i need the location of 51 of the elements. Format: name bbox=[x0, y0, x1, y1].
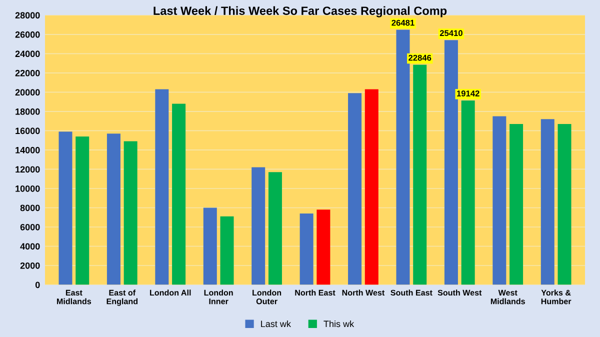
y-tick-label: 10000 bbox=[16, 185, 40, 192]
x-tick-label: London Inner bbox=[204, 290, 233, 304]
bar bbox=[540, 119, 554, 285]
bar bbox=[300, 214, 314, 285]
y-tick-label: 20000 bbox=[15, 89, 40, 96]
x-tick-label: West Midlands bbox=[490, 290, 525, 304]
bar bbox=[220, 216, 234, 285]
y-tick-label: 2000 bbox=[20, 262, 40, 269]
data-label: 25410 bbox=[440, 30, 462, 36]
x-tick-label: Yorks & Humber bbox=[541, 290, 572, 304]
x-tick-label: East of England bbox=[106, 290, 138, 306]
x-tick-label: South East bbox=[390, 290, 432, 296]
data-label: 22846 bbox=[408, 54, 432, 61]
legend-label: This wk bbox=[324, 320, 354, 328]
bar bbox=[58, 132, 72, 285]
chart-title: Last Week / This Week So Far Cases Regional Comp bbox=[154, 6, 447, 18]
bar bbox=[268, 172, 282, 285]
y-tick-label: 28000 bbox=[15, 12, 40, 19]
x-tick-label: East Midlands bbox=[57, 290, 92, 304]
y-tick-label: 24000 bbox=[15, 50, 40, 58]
bar bbox=[510, 124, 524, 285]
bar bbox=[348, 93, 362, 285]
legend-label: Last wk bbox=[261, 320, 291, 328]
bar bbox=[106, 134, 120, 285]
y-tick-label: 12000 bbox=[16, 166, 40, 173]
bar bbox=[76, 136, 90, 285]
x-tick-label: London All bbox=[150, 290, 191, 296]
bar bbox=[155, 89, 169, 285]
y-tick-label: 26000 bbox=[15, 31, 40, 38]
y-tick-label: 4000 bbox=[20, 243, 40, 250]
y-tick-label: 16000 bbox=[16, 128, 40, 134]
bar bbox=[203, 208, 217, 285]
x-tick-label: North East bbox=[295, 290, 336, 296]
y-tick-label: 0 bbox=[35, 282, 40, 288]
bar bbox=[364, 89, 378, 285]
y-tick-label: 18000 bbox=[16, 108, 40, 115]
bar bbox=[252, 167, 266, 285]
data-label: 26481 bbox=[392, 20, 414, 26]
x-tick-label: North West bbox=[342, 290, 385, 296]
bar bbox=[172, 104, 186, 285]
bar bbox=[316, 210, 330, 285]
y-tick-label: 6000 bbox=[20, 224, 40, 230]
x-tick-label: London Outer bbox=[252, 290, 282, 304]
bar bbox=[124, 141, 138, 285]
bar bbox=[558, 124, 572, 285]
y-tick-label: 8000 bbox=[20, 204, 40, 212]
data-label: 19142 bbox=[457, 90, 480, 96]
bar bbox=[492, 116, 506, 285]
y-tick-label: 14000 bbox=[16, 146, 40, 154]
x-tick-label: South West bbox=[438, 290, 482, 296]
y-tick-label: 22000 bbox=[15, 70, 40, 76]
